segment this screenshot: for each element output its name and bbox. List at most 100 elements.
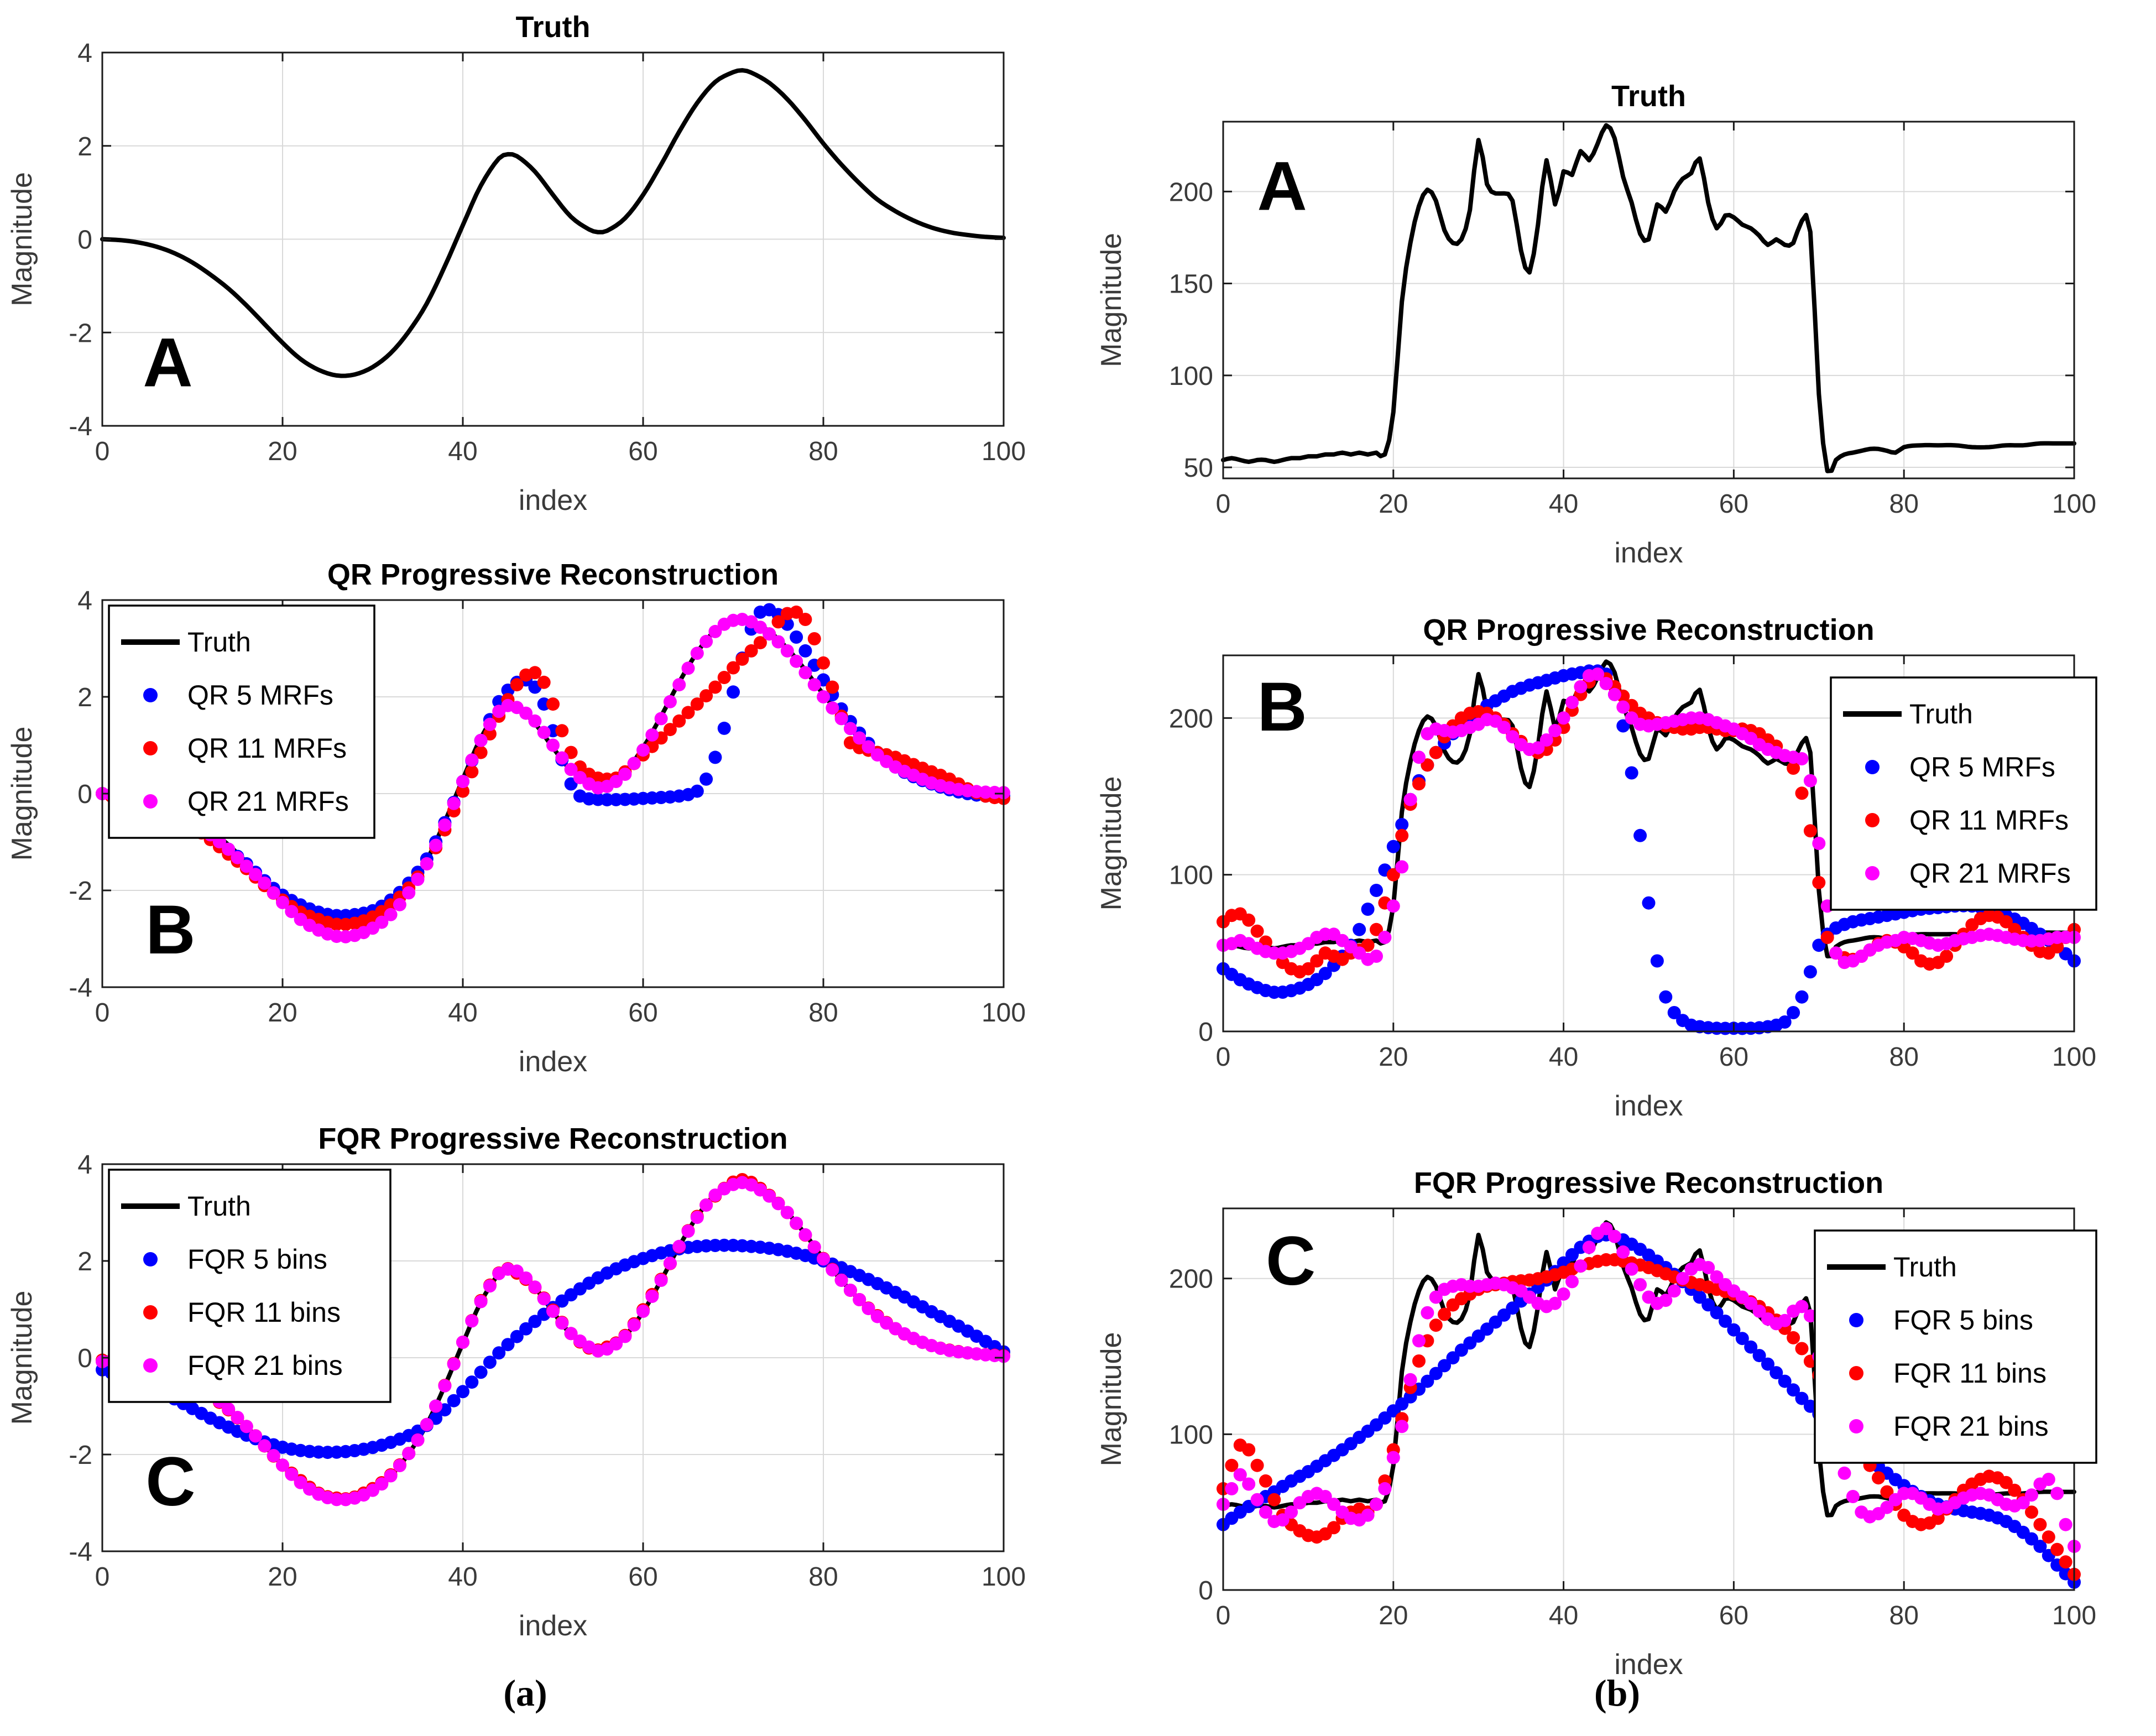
- x-tick-label: 40: [1549, 489, 1578, 519]
- legend-entry-label: FQR 21 bins: [187, 1350, 343, 1381]
- x-tick-label: 0: [95, 998, 110, 1028]
- axis-ticks: 0 20 40 60 80 100 50 100 150 200: [1169, 122, 2096, 519]
- y-axis-label: Magnitude: [6, 727, 38, 861]
- legend-entry-label: FQR 11 bins: [187, 1297, 341, 1328]
- x-tick-label: 80: [808, 1562, 838, 1592]
- legend-dot-swatch: [143, 1305, 158, 1320]
- grid-lines: [1223, 122, 2075, 478]
- y-tick-label: 0: [77, 226, 92, 255]
- panel-title: FQR Progressive Reconstruction: [318, 1122, 787, 1155]
- series-truth: [1221, 1220, 2076, 1518]
- caption-b: (b): [1594, 1672, 1641, 1714]
- x-tick-label: 100: [2052, 489, 2096, 519]
- legend-entry-label: Truth: [1909, 698, 1973, 729]
- y-tick-label: 50: [1184, 453, 1213, 483]
- axis-ticks: 0 20 40 60 80 100 -4 -2 0 2 4: [69, 586, 1026, 1028]
- x-tick-label: 60: [628, 437, 657, 466]
- x-tick-label: 0: [1216, 1042, 1231, 1072]
- axis-ticks: 0 20 40 60 80 100 -4 -2 0 2 4: [69, 39, 1026, 466]
- y-tick-label: -2: [69, 877, 92, 906]
- x-tick-label: 100: [2052, 1601, 2096, 1630]
- y-axis-label: Magnitude: [6, 1291, 38, 1425]
- legend-dot-swatch: [143, 1252, 158, 1266]
- panel-title: FQR Progressive Reconstruction: [1414, 1166, 1883, 1200]
- x-axis-label: index: [1614, 537, 1683, 569]
- series-qr-21-mrfs: [1217, 668, 2081, 969]
- panel-letter: B: [145, 892, 195, 968]
- panel-letter: C: [1266, 1223, 1315, 1300]
- series-layer: [96, 1173, 1010, 1506]
- y-tick-label: 100: [1169, 362, 1213, 391]
- legend-dot-swatch: [143, 1358, 158, 1373]
- y-tick-label: -4: [69, 973, 92, 1003]
- grid-lines: [102, 52, 1004, 426]
- x-tick-label: 20: [268, 1562, 297, 1592]
- series-truth: [100, 68, 1006, 378]
- x-tick-label: 20: [1379, 1601, 1408, 1630]
- x-axis-label: index: [1614, 1090, 1683, 1122]
- series-fqr-5-bins: [96, 1238, 1010, 1459]
- y-tick-label: -2: [69, 319, 92, 348]
- chart-right-c: 0 20 40 60 80 100 0 100 200 FQR Progressive Recon…: [1095, 1166, 2097, 1681]
- x-tick-label: 0: [1216, 489, 1231, 519]
- legend-entry-label: Truth: [187, 1191, 251, 1222]
- chart-right-b: 0 20 40 60 80 100 0 100 200 QR Progressive Recons…: [1095, 613, 2097, 1122]
- x-axis-label: index: [519, 1046, 587, 1078]
- legend-dot-swatch: [1849, 1419, 1863, 1433]
- x-tick-label: 80: [808, 998, 838, 1028]
- legend-dot-swatch: [143, 794, 158, 809]
- y-tick-label: 200: [1169, 704, 1213, 733]
- legend-dot-swatch: [1865, 760, 1880, 774]
- x-tick-label: 0: [95, 437, 110, 466]
- panel-letter: C: [145, 1443, 195, 1520]
- y-tick-label: 200: [1169, 1265, 1213, 1294]
- series-layer: [96, 603, 1010, 943]
- legend-entry-label: QR 11 MRFs: [187, 733, 347, 764]
- panel-title: QR Progressive Reconstruction: [1423, 613, 1874, 647]
- y-tick-label: 0: [1198, 1018, 1213, 1047]
- legend: Truth QR 5 MRFs QR 11 MRFs QR 21 MRFs: [108, 604, 375, 839]
- legend-entry-label: FQR 21 bins: [1893, 1411, 2049, 1442]
- y-tick-label: 200: [1169, 178, 1213, 207]
- y-tick-label: 0: [77, 1344, 92, 1373]
- caption-a: (a): [503, 1672, 547, 1714]
- x-tick-label: 100: [982, 437, 1026, 466]
- panel-left-c: 0 20 40 60 80 100 -4 -2 0 2 4 FQR Progressive Recon…: [0, 1106, 1051, 1676]
- x-tick-label: 60: [1719, 489, 1748, 519]
- legend-dot-swatch: [1865, 813, 1880, 827]
- panel-right-a: 0 20 40 60 80 100 50 100 150 200 Truth index Magnitu…: [1078, 33, 2156, 597]
- legend-entry-label: QR 5 MRFs: [1909, 752, 2055, 783]
- y-tick-label: 100: [1169, 861, 1213, 890]
- x-tick-label: 80: [1889, 489, 1919, 519]
- y-tick-label: 2: [77, 683, 92, 712]
- legend-entry-label: QR 11 MRFs: [1909, 805, 2069, 836]
- axis-ticks: 0 20 40 60 80 100 0 100 200: [1169, 655, 2096, 1072]
- chart-left-c: 0 20 40 60 80 100 -4 -2 0 2 4 FQR Progressive Recon…: [6, 1122, 1026, 1642]
- legend: Truth FQR 5 bins FQR 11 bins FQR 21 bins: [1814, 1229, 2097, 1464]
- x-axis-label: index: [519, 1610, 587, 1642]
- x-axis-label: index: [519, 484, 587, 517]
- x-tick-label: 20: [1379, 489, 1408, 519]
- panel-letter: B: [1257, 669, 1307, 746]
- y-tick-label: -4: [69, 1537, 92, 1567]
- y-tick-label: 2: [77, 132, 92, 161]
- y-axis-label: Magnitude: [1095, 776, 1127, 911]
- panel-left-b: 0 20 40 60 80 100 -4 -2 0 2 4 QR Progressive Recons…: [0, 542, 1051, 1106]
- y-tick-label: 100: [1169, 1420, 1213, 1450]
- x-tick-label: 40: [1549, 1042, 1578, 1072]
- x-tick-label: 40: [448, 1562, 477, 1592]
- legend-dot-swatch: [1865, 866, 1880, 880]
- x-tick-label: 40: [448, 437, 477, 466]
- y-tick-label: -4: [69, 412, 92, 441]
- x-tick-label: 80: [808, 437, 838, 466]
- chart-left-a: 0 20 40 60 80 100 -4 -2 0 2 4 Truth index Magnitude A: [6, 11, 1026, 517]
- axis-ticks: 0 20 40 60 80 100 -4 -2 0 2 4: [69, 1150, 1026, 1592]
- legend-dot-swatch: [143, 688, 158, 702]
- y-axis-label: Magnitude: [1095, 1332, 1127, 1467]
- panel-letter: A: [143, 324, 192, 401]
- panel-title: Truth: [1611, 80, 1686, 113]
- legend-entry-label: QR 21 MRFs: [187, 786, 349, 817]
- panel-right-c: 0 20 40 60 80 100 0 100 200 FQR Progressive Recon…: [1078, 1150, 2156, 1709]
- legend-entry-label: Truth: [187, 627, 251, 658]
